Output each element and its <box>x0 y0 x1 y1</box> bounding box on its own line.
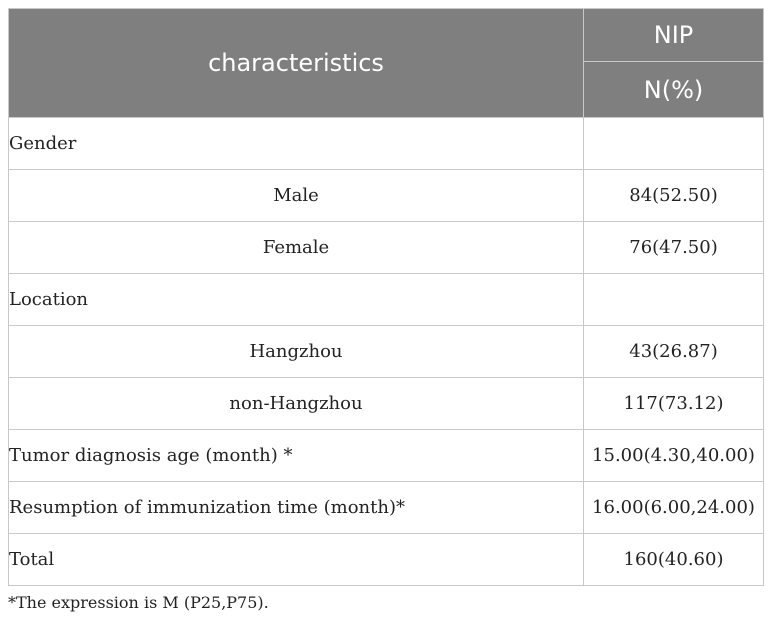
row-value: 117(73.12) <box>583 377 764 430</box>
table-row: Gender <box>8 117 764 170</box>
header-unit: N(%) <box>583 61 764 118</box>
table-row: Male 84(52.50) <box>8 169 764 222</box>
row-label-location: Location <box>8 273 584 326</box>
table-row: Hangzhou 43(26.87) <box>8 325 764 378</box>
table-row: non-Hangzhou 117(73.12) <box>8 377 764 430</box>
row-label-gender: Gender <box>8 117 584 170</box>
row-label-hangzhou: Hangzhou <box>8 325 584 378</box>
characteristics-table: characteristics NIP N(%) Gender Male 84(… <box>8 8 764 586</box>
header-row: characteristics NIP <box>8 8 764 118</box>
row-label-tumor-diagnosis-age: Tumor diagnosis age (month) * <box>8 429 584 482</box>
row-label-resumption-time: Resumption of immunization time (month)* <box>8 481 584 534</box>
row-label-male: Male <box>8 169 584 222</box>
row-label-total: Total <box>8 533 584 586</box>
row-value <box>583 117 764 170</box>
table-row: Total 160(40.60) <box>8 533 764 586</box>
table-footnote: *The expression is M (P25,P75). <box>8 593 269 612</box>
table-row: Female 76(47.50) <box>8 221 764 274</box>
header-group-nip: NIP <box>583 8 764 62</box>
header-characteristics: characteristics <box>8 8 584 118</box>
row-value: 16.00(6.00,24.00) <box>583 481 764 534</box>
row-value: 43(26.87) <box>583 325 764 378</box>
row-value <box>583 273 764 326</box>
row-value: 76(47.50) <box>583 221 764 274</box>
table-row: Resumption of immunization time (month)*… <box>8 481 764 534</box>
table-row: Tumor diagnosis age (month) * 15.00(4.30… <box>8 429 764 482</box>
row-value: 15.00(4.30,40.00) <box>583 429 764 482</box>
row-value: 160(40.60) <box>583 533 764 586</box>
row-label-non-hangzhou: non-Hangzhou <box>8 377 584 430</box>
row-label-female: Female <box>8 221 584 274</box>
table-row: Location <box>8 273 764 326</box>
row-value: 84(52.50) <box>583 169 764 222</box>
header-unit-row: N(%) <box>9 61 764 118</box>
